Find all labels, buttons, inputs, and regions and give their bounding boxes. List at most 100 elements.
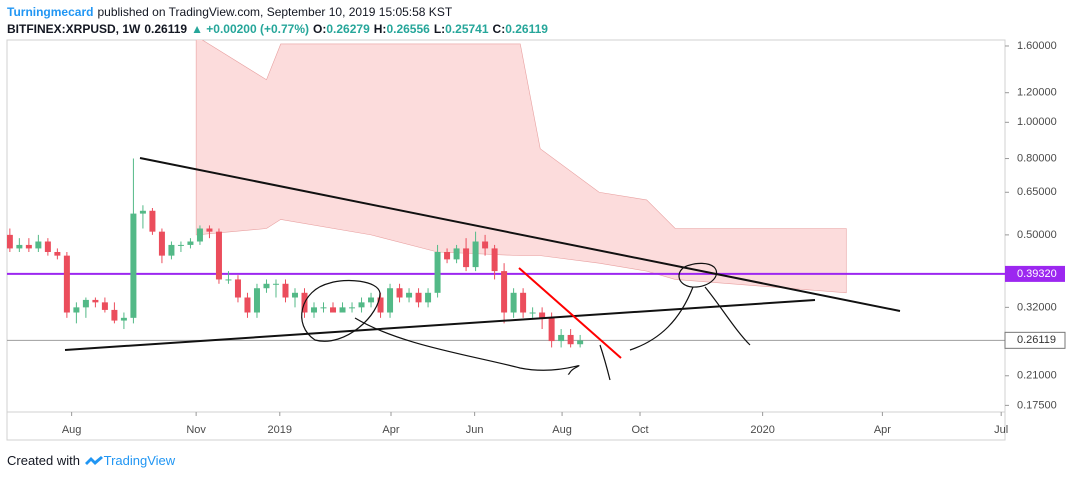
y-tick-label: 0.80000	[1017, 152, 1057, 164]
ohlc-value: 0.26279	[326, 22, 370, 36]
x-tick-label: Jun	[466, 424, 484, 436]
candle-body	[7, 234, 13, 249]
trendline	[139, 157, 901, 312]
ohlc-value: 0.26119	[505, 22, 548, 36]
candle-body	[472, 241, 479, 268]
footer: Created with TradingView	[7, 453, 175, 468]
ohlc: O:0.26279 H:0.26556 L:0.25741 C:0.26119	[313, 22, 552, 36]
candle-body	[73, 307, 80, 313]
candle-body	[444, 251, 451, 260]
candle-body	[149, 210, 156, 232]
candle-body	[349, 307, 356, 309]
price-label-box	[1004, 331, 1066, 349]
x-tick-label: Aug	[552, 424, 572, 436]
stroke	[704, 286, 751, 346]
candle-body	[187, 241, 194, 245]
candle-body	[168, 244, 175, 256]
candle-body	[130, 213, 137, 318]
candle-body	[510, 292, 517, 313]
hand-drawings	[301, 262, 751, 381]
candle-body	[82, 299, 89, 308]
y-tick-label: 1.20000	[1017, 87, 1057, 99]
candle-body	[501, 271, 508, 313]
y-tick-label: 0.17500	[1017, 399, 1057, 411]
y-tick-label: 0.21000	[1017, 370, 1057, 382]
candle-body	[291, 292, 298, 298]
candle-body	[415, 292, 422, 303]
axes: 1.60000 1.20000 1.00000 0.80000 0.65000 0.500…	[62, 40, 1066, 436]
candle-body	[539, 312, 546, 318]
candle-body	[463, 248, 470, 268]
candle-body	[111, 309, 118, 321]
candle-body	[92, 299, 99, 303]
candle-body	[54, 251, 61, 256]
y-tick-label: 1.60000	[1017, 40, 1057, 52]
symbol-line: BITFINEX:XRPUSD, 1W 0.26119 ▲ +0.00200 (+0…	[7, 22, 556, 36]
candle-body	[577, 340, 584, 345]
candle-body	[406, 292, 413, 298]
logo	[84, 456, 103, 465]
candle-body	[282, 283, 289, 298]
symbol: BITFINEX:XRPUSD, 1W	[7, 22, 141, 36]
candle-body	[320, 307, 327, 309]
y-tick-label: 0.50000	[1017, 229, 1057, 241]
candle-body	[16, 244, 23, 249]
last-price: 0.26119	[144, 22, 188, 36]
trendline	[64, 299, 816, 351]
x-tick-label: Oct	[631, 424, 648, 436]
author[interactable]: Turningmecard	[7, 5, 94, 19]
candle-body	[234, 279, 241, 298]
x-tick-label: Apr	[382, 424, 399, 436]
stroke	[629, 286, 694, 351]
candle-body	[425, 292, 432, 303]
x-tick-label: Jul	[994, 424, 1008, 436]
x-tick-label: Nov	[186, 424, 206, 436]
candle-body	[206, 228, 213, 232]
candle-body	[548, 317, 555, 342]
curve	[354, 317, 580, 375]
ohlc-label: L:	[433, 22, 446, 36]
brand[interactable]: TradingView	[103, 453, 176, 468]
candle-body	[529, 312, 536, 314]
publish-line: Turningmecard published on TradingView.co…	[7, 5, 456, 19]
candle-body	[177, 244, 184, 246]
candle-body	[120, 317, 127, 321]
candle-body	[63, 255, 70, 313]
x-tick-label: Apr	[874, 424, 891, 436]
candle-body	[253, 288, 260, 313]
candle-body	[35, 241, 42, 249]
candle-body	[368, 297, 375, 303]
ohlc-label: C:	[492, 22, 506, 36]
candle-body	[263, 283, 270, 289]
candle-body	[101, 302, 108, 310]
candle-body	[396, 288, 403, 298]
ohlc-label: H:	[373, 22, 387, 36]
cloud	[195, 40, 847, 294]
candle-body	[358, 302, 365, 308]
price-label-box	[1005, 265, 1065, 282]
candle-body	[272, 283, 279, 285]
candle-body	[244, 297, 251, 313]
candle-body	[491, 248, 498, 272]
candle-body	[330, 307, 337, 313]
candle-body	[434, 251, 441, 293]
circle	[301, 279, 381, 342]
candle-body	[558, 334, 565, 342]
candle-body	[225, 279, 232, 281]
circle	[678, 262, 718, 288]
candle-body	[215, 231, 222, 280]
ohlc-value: 0.26556	[386, 22, 430, 36]
price-label: 0.26119	[1017, 334, 1056, 346]
stroke	[599, 344, 611, 381]
x-tick-label: Aug	[62, 424, 82, 436]
price-label: 0.39320	[1017, 268, 1057, 280]
y-tick-label: 0.65000	[1017, 186, 1057, 198]
ohlc-label: O:	[313, 22, 327, 36]
candle-body	[387, 288, 394, 313]
chart: 1.60000 1.20000 1.00000 0.80000 0.65000 0.500…	[6, 39, 1066, 441]
drawings	[64, 157, 901, 359]
candle-body	[158, 231, 165, 256]
x-tick-label: 2020	[750, 424, 774, 436]
y-tick-label: 0.32000	[1017, 301, 1057, 313]
